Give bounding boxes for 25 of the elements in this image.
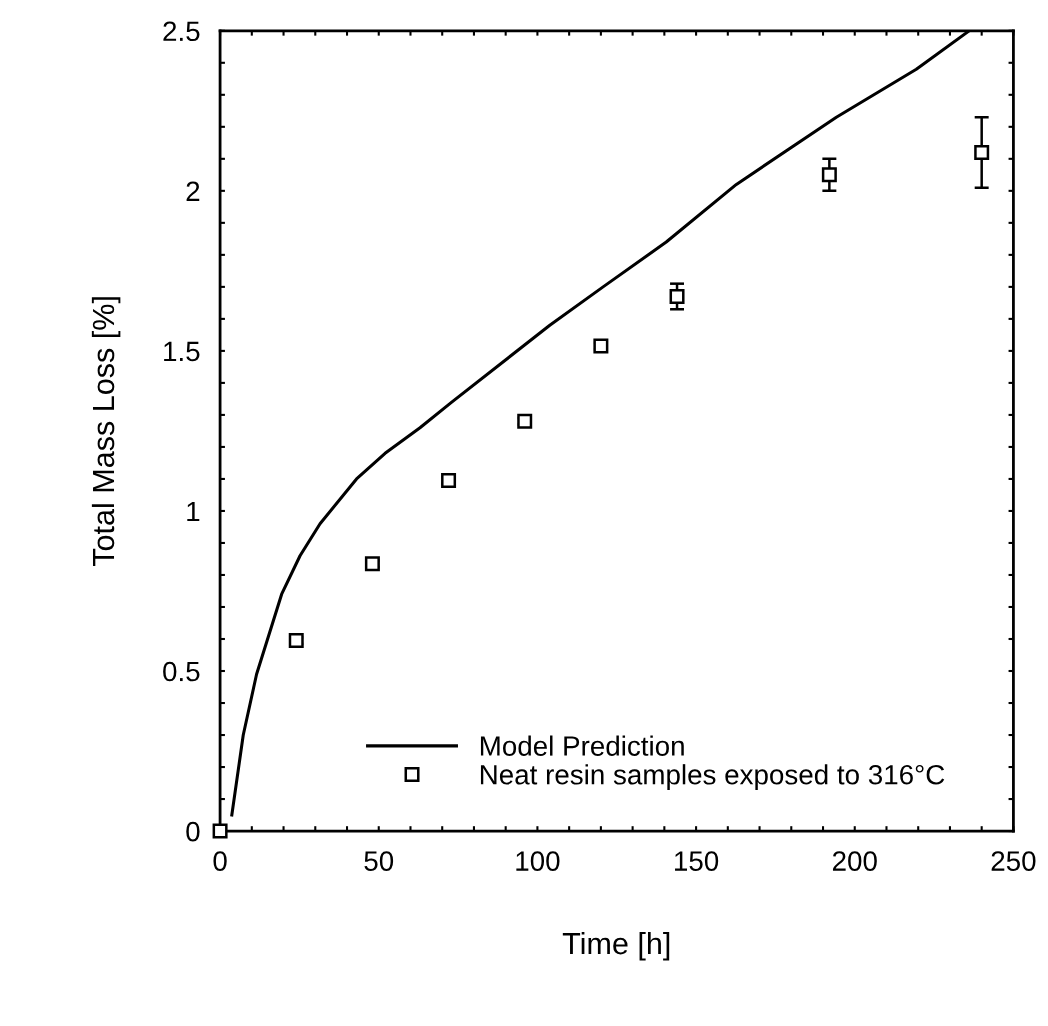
x-tick-label: 100	[516, 851, 560, 871]
point	[821, 167, 837, 183]
y-tick-label: 0.5	[163, 661, 200, 682]
x-tick-label: 200	[832, 851, 877, 871]
legend-label: Model Prediction	[480, 735, 684, 756]
point	[974, 144, 990, 160]
point	[517, 413, 533, 429]
x-tick-label: 50	[364, 851, 394, 871]
y-tick-label: 1.5	[164, 341, 200, 362]
x-tick-label: 0	[213, 851, 227, 871]
y-tick-label: 2	[186, 181, 200, 201]
x-axis-title: Time [h]	[562, 931, 670, 961]
point	[364, 556, 380, 572]
legend-label: Neat resin samples exposed to 316°C	[480, 764, 945, 791]
y-tick-label: 0	[186, 821, 200, 842]
y-tick-label: 2.5	[163, 21, 200, 42]
point	[288, 633, 304, 649]
x-tick-label: 150	[675, 851, 719, 871]
point	[441, 473, 457, 489]
y-axis-title: Total Mass Loss [%]	[91, 297, 121, 567]
point	[212, 823, 228, 839]
y-tick-label: 1	[187, 501, 200, 522]
point	[669, 288, 685, 304]
point	[593, 338, 609, 354]
x-tick-label: 250	[991, 851, 1036, 871]
